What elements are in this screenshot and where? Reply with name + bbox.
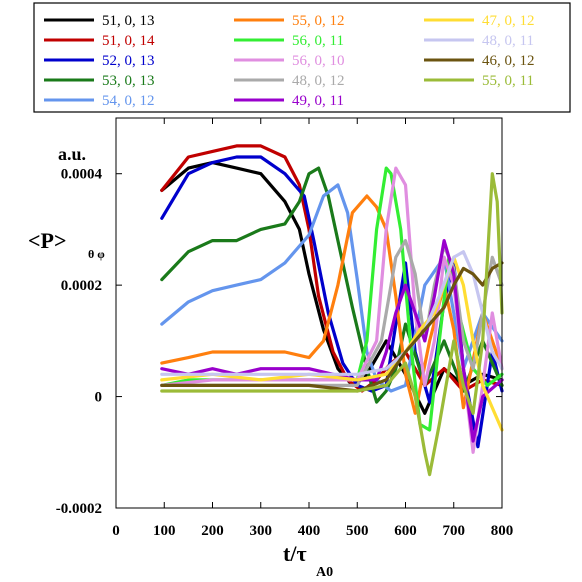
legend-label: 52, 0, 13 bbox=[102, 53, 155, 69]
legend-label: 49, 0, 11 bbox=[292, 93, 344, 109]
legend-label: 55, 0, 11 bbox=[482, 73, 534, 89]
x-tick-label: 400 bbox=[298, 523, 321, 539]
x-axis-subscript: A0 bbox=[316, 565, 333, 580]
series-line bbox=[160, 166, 504, 404]
series-line bbox=[160, 239, 504, 443]
legend-label: 53, 0, 13 bbox=[102, 73, 155, 89]
series-line bbox=[160, 172, 504, 477]
x-tick-label: 200 bbox=[201, 523, 224, 539]
legend-label: 55, 0, 12 bbox=[292, 13, 345, 29]
x-tick-label: 800 bbox=[491, 523, 514, 539]
x-tick-label: 500 bbox=[346, 523, 369, 539]
legend-label: 46, 0, 12 bbox=[482, 53, 535, 69]
y-axis-subscript: θ φ bbox=[88, 247, 105, 261]
x-axis-title: t/τ bbox=[283, 541, 307, 566]
legend-label: 54, 0, 12 bbox=[102, 93, 155, 109]
y-tick-label: -0.0002 bbox=[56, 501, 102, 517]
legend-label: 51, 0, 13 bbox=[102, 13, 155, 29]
plot-area bbox=[160, 144, 504, 477]
y-unit-label: a.u. bbox=[58, 144, 86, 164]
axes: 0 100 200 300 400 500 600 700 800 -0.0002 0 0.0002 0… bbox=[56, 117, 514, 539]
x-tick-label: 0 bbox=[112, 523, 120, 539]
x-tick-label: 700 bbox=[443, 523, 466, 539]
legend: 51, 0, 13 51, 0, 14 52, 0, 13 53, 0, 13 54, … bbox=[33, 2, 571, 113]
legend-label: 48, 0, 11 bbox=[482, 33, 534, 49]
legend-box bbox=[33, 2, 571, 113]
x-tick-label: 100 bbox=[153, 523, 176, 539]
legend-label: 47, 0, 12 bbox=[482, 13, 535, 29]
y-tick-label: 0 bbox=[95, 390, 103, 406]
x-tick-label: 300 bbox=[250, 523, 273, 539]
legend-label: 56, 0, 11 bbox=[292, 33, 344, 49]
y-axis-title: <P> bbox=[28, 228, 67, 253]
series-line bbox=[160, 261, 504, 393]
legend-label: 48, 0, 12 bbox=[292, 73, 345, 89]
y-tick-label: 0.0004 bbox=[61, 167, 103, 183]
series-line bbox=[160, 194, 504, 415]
legend-label: 51, 0, 14 bbox=[102, 33, 155, 49]
x-tick-label: 600 bbox=[394, 523, 417, 539]
series-line bbox=[160, 144, 504, 393]
y-tick-label: 0.0002 bbox=[61, 278, 102, 294]
legend-label: 56, 0, 10 bbox=[292, 53, 345, 69]
